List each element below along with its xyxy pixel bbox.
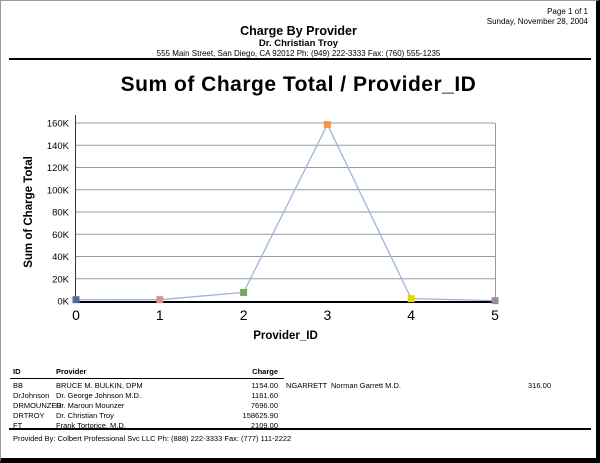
x-tick-label: 5 (491, 307, 499, 323)
charge-cell: 1154.00 (251, 381, 278, 390)
x-tick-label: 1 (156, 307, 164, 323)
table-row: DRTROY Dr. Christian Troy 158625.90 (1, 411, 596, 421)
table-row: DRMOUNZER Dr. Maroun Mounzer 7696.00 (1, 401, 596, 411)
x-tick-label: 4 (407, 307, 415, 323)
y-tick-label: 60K (52, 230, 70, 241)
provider-id-cell: DRTROY (13, 411, 45, 420)
charge-cell: 1161.60 (251, 391, 278, 400)
y-tick-label: 160K (47, 119, 70, 130)
column-header: ID (13, 367, 21, 376)
data-point-marker (72, 296, 80, 304)
provider-name-cell: Norman Garrett M.D. (331, 381, 402, 390)
header-divider (9, 58, 591, 60)
provider-name-cell: Dr. Maroun Mounzer (56, 401, 125, 410)
table-row: NGARRETT Norman Garrett M.D. 316.00 (1, 381, 596, 391)
provider-id-cell: DRMOUNZER (13, 401, 62, 410)
charge-cell: 158625.90 (242, 411, 278, 420)
data-point-marker (240, 288, 248, 296)
provider-name-cell: BRUCE M. BULKIN, DPM (56, 381, 143, 390)
column-header: Provider (56, 367, 87, 376)
chart-title: Sum of Charge Total / Provider_ID (120, 73, 477, 96)
data-point-marker (491, 297, 499, 305)
provider-name-cell: Dr. Christian Troy (56, 411, 114, 420)
y-tick-label: 140K (47, 141, 70, 152)
y-tick-label: 100K (47, 185, 70, 196)
table-row: FT Frank Tortorice, M.D. 2109.00 (1, 421, 596, 431)
x-axis-title: Provider_ID (253, 330, 318, 342)
table-row: BB BRUCE M. BULKIN, DPM 1154.00 (1, 381, 596, 391)
provider-id-cell: NGARRETT (286, 381, 328, 390)
report-header: Charge By Provider Dr. Christian Troy 55… (1, 24, 596, 59)
report-provider-name: Dr. Christian Troy (258, 38, 339, 49)
line-chart-canvas: 0K 20K 40K 60K 80K 100K 120K 140K 160K 0 1 2 3 4 5 Sum … (23, 115, 499, 342)
y-tick-label: 80K (52, 208, 70, 219)
charge-cell: 7696.00 (250, 401, 278, 410)
column-header: Charge (252, 367, 278, 376)
report-date: Sunday, November 28, 2004 (486, 17, 588, 26)
x-tick-label: 0 (72, 307, 80, 323)
table-header-row: ID Provider Charge (1, 367, 596, 377)
data-point-marker (156, 296, 164, 304)
data-point-marker (407, 295, 415, 303)
charge-cell: 316.00 (528, 381, 551, 390)
provider-charge-table: ID Provider Charge BB BRUCE M. BULKIN, DPM 11… (1, 365, 596, 430)
footer-provided-by: Provided By: Colbert Professional Svc LL… (13, 434, 292, 443)
x-tick-label: 2 (240, 307, 248, 323)
provider-name-cell: Dr. George Johnson M.D. (56, 391, 142, 400)
provider-id-cell: DrJohnson (13, 391, 50, 400)
y-tick-label: 40K (52, 252, 70, 263)
page-info: Page 1 of 1 Sunday, November 28, 2004 (487, 7, 588, 27)
data-point-marker (323, 121, 331, 129)
provider-name-cell: Frank Tortorice, M.D. (56, 421, 126, 430)
page-number: Page 1 of 1 (547, 7, 588, 16)
table-row: DrJohnson Dr. George Johnson M.D. 1161.60 (1, 391, 596, 401)
series-line (75, 123, 496, 302)
y-tick-label: 120K (47, 163, 70, 174)
y-axis-title: Sum of Charge Total (23, 156, 35, 268)
table-header-underline (10, 378, 284, 379)
charge-cell: 2109.00 (250, 421, 278, 430)
x-tick-label: 3 (324, 307, 332, 323)
y-tick-label: 0K (57, 297, 69, 308)
y-tick-label: 20K (52, 274, 70, 285)
report-title: Charge By Provider (240, 24, 357, 38)
provider-id-cell: FT (13, 421, 23, 430)
footer-divider (9, 428, 591, 430)
report-address: 555 Main Street, San Diego, CA 92012 Ph:… (156, 49, 441, 58)
provider-id-cell: BB (13, 381, 24, 390)
